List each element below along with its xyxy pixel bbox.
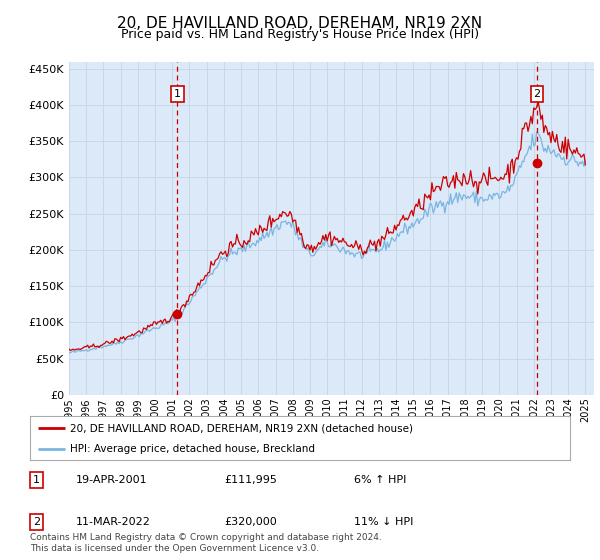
Text: 2: 2	[33, 517, 40, 526]
Text: 11-MAR-2022: 11-MAR-2022	[76, 517, 151, 526]
Text: £320,000: £320,000	[224, 517, 277, 526]
Text: 1: 1	[174, 89, 181, 99]
Text: Price paid vs. HM Land Registry's House Price Index (HPI): Price paid vs. HM Land Registry's House …	[121, 28, 479, 41]
Text: HPI: Average price, detached house, Breckland: HPI: Average price, detached house, Brec…	[71, 444, 316, 454]
Text: £111,995: £111,995	[224, 475, 277, 484]
Text: 11% ↓ HPI: 11% ↓ HPI	[354, 517, 413, 526]
Text: 1: 1	[33, 475, 40, 484]
Text: Contains HM Land Registry data © Crown copyright and database right 2024.
This d: Contains HM Land Registry data © Crown c…	[30, 533, 382, 553]
Text: 20, DE HAVILLAND ROAD, DEREHAM, NR19 2XN: 20, DE HAVILLAND ROAD, DEREHAM, NR19 2XN	[118, 16, 482, 31]
Text: 6% ↑ HPI: 6% ↑ HPI	[354, 475, 406, 484]
Text: 19-APR-2001: 19-APR-2001	[76, 475, 148, 484]
Text: 2: 2	[533, 89, 541, 99]
Text: 20, DE HAVILLAND ROAD, DEREHAM, NR19 2XN (detached house): 20, DE HAVILLAND ROAD, DEREHAM, NR19 2XN…	[71, 423, 413, 433]
